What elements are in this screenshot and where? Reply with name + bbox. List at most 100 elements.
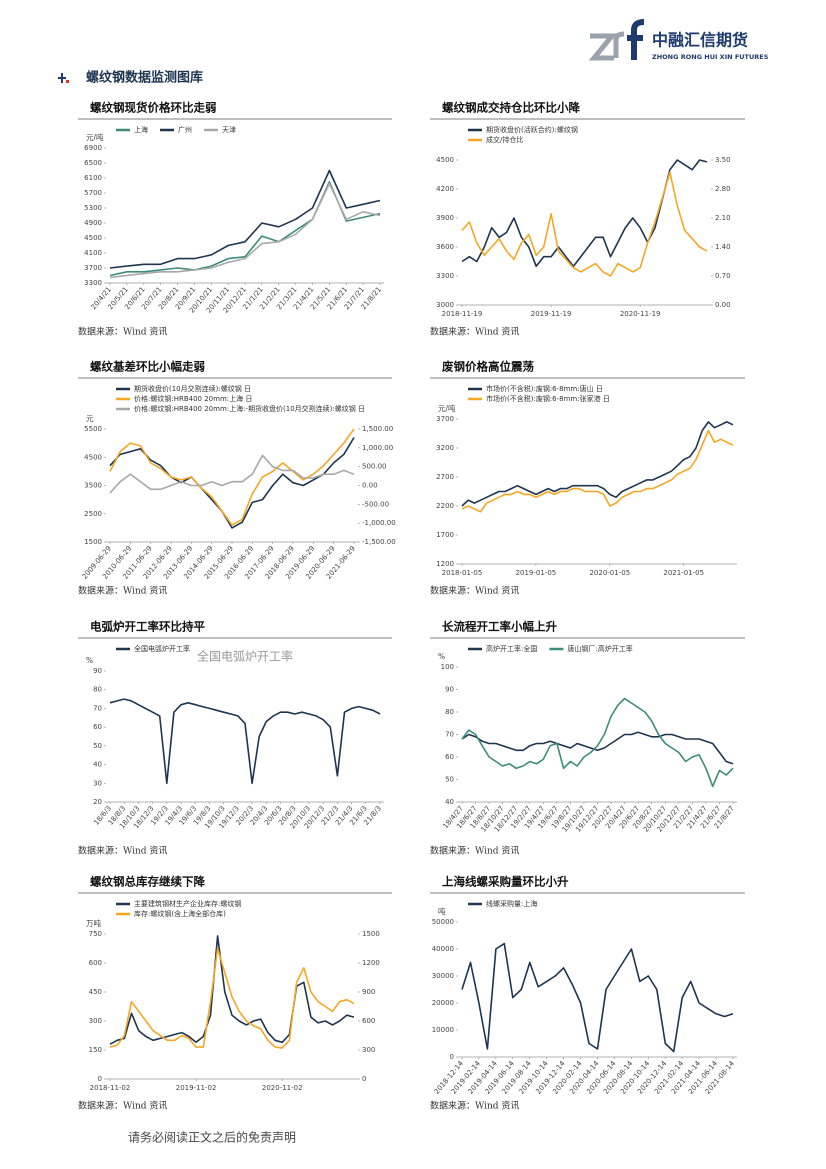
y-tick-label: 6900: [84, 144, 102, 152]
y-tick-label: 60: [93, 723, 102, 731]
y-tick-label: 5500: [84, 425, 102, 433]
y-tick-label: 80: [445, 708, 454, 716]
y-tick-label: 4500: [436, 156, 454, 164]
y2-tick-label: 300: [362, 1046, 375, 1054]
legend-label: 期货收盘价(活跃合约):螺纹钢: [486, 125, 578, 134]
y2-tick-label: 2.10: [715, 214, 731, 222]
y-tick-label: 40: [93, 761, 102, 769]
y-tick-label: 40: [445, 798, 454, 806]
y-tick-label: 50: [93, 742, 102, 750]
y2-tick-label: 0.00: [362, 482, 378, 490]
company-name: 中融汇信期货: [652, 31, 748, 50]
x-tick-label: 2019-01-05: [516, 569, 557, 577]
source-note: 数据来源：Wind 资讯: [430, 845, 519, 857]
y-tick-label: 5700: [84, 189, 102, 197]
y-tick-label: 1200: [436, 560, 454, 568]
y-tick-label: 4500: [84, 453, 102, 461]
y2-tick-label: 0.00: [715, 301, 731, 309]
y-tick-label: 30: [93, 779, 102, 787]
logo: 中融汇信期货 ZHONG RONG HUI XIN FUTURES: [588, 19, 769, 61]
series-line: [109, 169, 381, 269]
y2-tick-label: 0: [362, 1075, 366, 1083]
y-tick-label: 0: [450, 1053, 454, 1061]
y-unit: 万吨: [86, 918, 101, 928]
series-line: [461, 942, 734, 1053]
y-tick-label: 70: [93, 704, 102, 712]
y-tick-label: 3700: [436, 415, 454, 423]
y-tick-label: 3900: [436, 214, 454, 222]
legend-label: 唐山钢厂:高炉开工率: [567, 644, 632, 653]
x-tick-label: 2020-11-19: [620, 310, 661, 318]
y-tick-label: 60: [445, 753, 454, 761]
series-line: [109, 947, 355, 1049]
y2-tick-label: -500.00: [362, 500, 389, 508]
y2-tick-label: 500.00: [362, 463, 387, 471]
legend-label: 高炉开工率:全国: [486, 644, 537, 653]
y-tick-label: 10000: [432, 1026, 454, 1034]
x-tick-label: 2018-11-02: [90, 1084, 131, 1092]
x-tick-label: 2020-11-02: [262, 1084, 303, 1092]
legend-label: 广州: [178, 125, 192, 134]
y-tick-label: 4200: [436, 185, 454, 193]
y-tick-label: 3300: [84, 279, 102, 287]
logo-mark: [588, 33, 618, 61]
x-tick-label: 2020-01-05: [589, 569, 630, 577]
y-tick-label: 30000: [432, 972, 454, 980]
series-line: [109, 428, 355, 526]
y-tick-label: 3300: [436, 272, 454, 280]
series-line: [109, 698, 381, 785]
y-tick-label: 4100: [84, 249, 102, 257]
source-note: 数据来源：Wind 资讯: [78, 845, 167, 857]
y-tick-label: 90: [445, 686, 454, 694]
chart-title: 上海线螺采购量环比小升: [442, 875, 569, 889]
y2-tick-label: 900: [362, 988, 375, 996]
legend-label: 天津: [222, 126, 236, 134]
source-note: 数据来源：Wind 资讯: [78, 1100, 167, 1112]
legend-label: 价格:螺纹钢:HRB400 20mm:上海:-期货收盘价(10月交割连续):螺纹…: [134, 404, 365, 413]
y-tick-label: 3000: [436, 301, 454, 309]
y2-tick-label: 1.40: [715, 243, 731, 251]
y2-tick-label: 600: [362, 1017, 375, 1025]
y-tick-label: 20: [93, 798, 102, 806]
y2-tick-label: 0.70: [715, 272, 731, 280]
y-tick-label: 90: [93, 667, 102, 675]
y-unit: 元/吨: [86, 132, 104, 142]
x-tick-label: 2021-01-05: [663, 569, 704, 577]
series-line: [109, 182, 381, 279]
series-line: [461, 429, 734, 513]
legend-label: 价格:螺纹钢:HRB400 20mm:上海 日: [134, 394, 252, 403]
y-tick-label: 3700: [84, 264, 102, 272]
y-tick-label: 2500: [84, 510, 102, 518]
chart-title: 螺纹钢现货价格环比走弱: [90, 101, 217, 115]
y2-tick-label: 1500: [362, 930, 380, 938]
x-tick-label: 2019-11-02: [176, 1084, 217, 1092]
y-tick-label: 0: [98, 1075, 102, 1083]
logo-mark: [613, 31, 625, 58]
source-note: 数据来源：Wind 资讯: [78, 326, 167, 338]
y-tick-label: 1700: [436, 531, 454, 539]
icon-part: [61, 73, 63, 83]
series-line: [109, 181, 381, 277]
source-note: 数据来源：Wind 资讯: [430, 585, 519, 597]
y-tick-label: 50000: [432, 918, 454, 926]
legend-label: 市场价(不含税):废钢:6-8mm:唐山 日: [486, 384, 603, 393]
series-line: [109, 437, 355, 529]
series-line: [461, 731, 734, 765]
y-tick-label: 150: [89, 1046, 102, 1054]
series-line: [461, 171, 708, 277]
section-title: 螺纹钢数据监测图库: [86, 70, 203, 86]
y-tick-label: 2200: [436, 502, 454, 510]
source-note: 数据来源：Wind 资讯: [78, 585, 167, 597]
y-tick-label: 6100: [84, 174, 102, 182]
legend-label: 市场价(不含税):废钢:6-8mm:张家港 日: [486, 394, 610, 403]
chart-title: 电弧炉开工率环比持平: [90, 620, 205, 634]
y-unit: 元/吨: [438, 403, 456, 413]
y-tick-label: 5300: [84, 204, 102, 212]
legend-label: 全国电弧炉开工率: [134, 644, 190, 653]
legend-label: 上海: [134, 125, 148, 134]
